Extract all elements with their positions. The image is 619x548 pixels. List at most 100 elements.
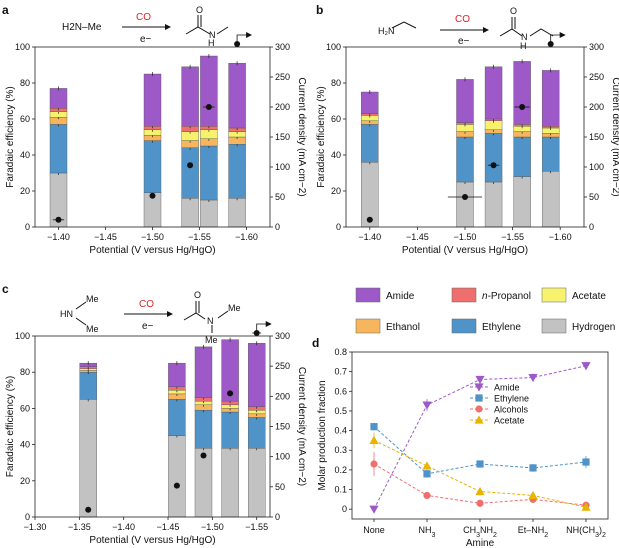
current-point-a-3 <box>205 104 212 110</box>
legend-d-label-alcohols: Alcohols <box>494 405 529 415</box>
y2tick-label-b-0: 0 <box>589 222 594 232</box>
xtick-label-c-3: −1.45 <box>157 522 180 532</box>
scheme-c-electron: e− <box>142 321 154 332</box>
xlabel-c: Potential (V versus Hg/HgO) <box>89 535 215 546</box>
legend-swatch-amide <box>355 287 381 303</box>
xtick-label-a-2: −1.50 <box>141 232 164 242</box>
ytick-label-a-20: 20 <box>20 186 30 196</box>
bar-b-ethylene-4 <box>541 136 560 172</box>
bar-c-ethylene-0 <box>79 372 97 400</box>
bar-c-ethylene-4 <box>247 417 266 449</box>
ytick-label-d-2: 0.2 <box>334 465 347 475</box>
point-d-amide-1 <box>422 401 432 410</box>
xtick-label-a-4: −1.60 <box>235 232 258 242</box>
scheme-a: H2N–Me CO e− O N H <box>62 5 229 48</box>
xtick-label-c-5: −1.55 <box>245 522 268 532</box>
xtick-label-a-1: −1.45 <box>94 232 117 242</box>
y2tick-label-c-50: 50 <box>275 482 285 492</box>
chart-a: 0 20 40 60 80 100 0 50 100 150 200 250 300 −1.40 −1.45… <box>5 32 307 256</box>
current-point-c-1 <box>173 482 180 489</box>
ytick-label-a-60: 60 <box>20 114 30 124</box>
bar-a-amide-4 <box>228 63 246 129</box>
point-d-ethylene-2 <box>476 460 484 468</box>
xtick-label-d-4: NH(CH3)2 <box>566 525 606 539</box>
bar-a-ethylene-2 <box>181 147 199 199</box>
y2tick-label-c-150: 150 <box>275 422 290 432</box>
current-point-b-2 <box>490 162 497 169</box>
chart-d: 0 0.1 0.2 0.3 0.4 0.5 0.6 0.7 0.8 None NH3 CH3NH2 Et… <box>317 347 609 548</box>
scheme-b-electron: e− <box>458 36 470 47</box>
y2tick-label-a-150: 150 <box>275 132 290 142</box>
y2tick-label-a-100: 100 <box>275 162 290 172</box>
legend-d-label-ethylene: Ethylene <box>494 394 529 404</box>
legend-swatch-propanol <box>451 287 477 303</box>
current-point-c-3 <box>227 390 234 397</box>
y2tick-label-a-300: 300 <box>275 42 290 52</box>
y2tick-label-a-50: 50 <box>275 192 285 202</box>
ytick-label-c-60: 60 <box>20 403 30 413</box>
ytick-label-a-100: 100 <box>15 42 30 52</box>
legend-main: Amide n-Propanol Acetate Ethanol Ethylene Hyd… <box>355 287 615 334</box>
ytick-label-d-6: 0.6 <box>334 386 347 396</box>
legend-swatch-acetate <box>541 287 567 303</box>
current-point-c-0 <box>85 506 92 513</box>
ytick-label-d-8: 0.8 <box>334 347 347 357</box>
point-d-alcohols-2 <box>476 499 484 507</box>
xtick-label-b-0: −1.40 <box>358 232 381 242</box>
point-d-ethylene-1 <box>423 470 431 478</box>
y2tick-label-c-300: 300 <box>275 331 290 341</box>
current-point-a-2 <box>187 162 194 169</box>
scheme-c-reactant-structure <box>75 301 87 326</box>
y2tick-label-b-300: 300 <box>589 42 604 52</box>
current-point-b-4 <box>547 41 554 47</box>
xtick-label-c-2: −1.40 <box>112 522 135 532</box>
current-point-b-3 <box>519 104 526 110</box>
y2tick-label-c-250: 250 <box>275 361 290 371</box>
panel-label-a: a <box>2 3 9 17</box>
legend-label-propanol: n-Propanol <box>482 291 531 302</box>
y2tick-label-b-200: 200 <box>589 102 604 112</box>
bar-c-hydrogen-1 <box>168 435 186 518</box>
bar-c-amide-4 <box>247 343 266 407</box>
xtick-label-c-0: −1.30 <box>24 522 47 532</box>
legend-d-marker-amide <box>474 383 484 392</box>
point-d-amide-0 <box>369 505 379 514</box>
point-d-amide-2 <box>475 375 485 385</box>
ytick-label-d-5: 0.5 <box>334 406 347 416</box>
ytick-label-d-4: 0.4 <box>334 426 347 436</box>
scheme-b-reagent: CO <box>455 14 470 25</box>
bar-c-ethylene-1 <box>168 399 186 436</box>
bar-a-hydrogen-3 <box>200 199 218 228</box>
legend-swatch-hydrogen <box>541 318 567 334</box>
y2tick-label-b-100: 100 <box>589 162 604 172</box>
scheme-b-nitrogen: N <box>521 32 528 42</box>
scheme-a-electron: e− <box>140 34 152 45</box>
right-axis-arrow-b <box>550 32 566 41</box>
current-point-b-1 <box>462 194 468 200</box>
point-d-ethylene-4 <box>582 458 590 466</box>
scheme-c-product-structure <box>183 301 229 333</box>
scheme-c-me2: Me <box>205 335 218 345</box>
legend-label-ethylene: Ethylene <box>482 322 521 333</box>
point-d-acetate-3 <box>528 490 538 500</box>
scheme-a-oxygen: O <box>196 5 203 15</box>
bar-b-hydrogen-2 <box>484 181 503 228</box>
y2tick-label-c-100: 100 <box>275 452 290 462</box>
scheme-b-product-structure <box>499 17 554 37</box>
panel-label-c: c <box>2 282 9 296</box>
bar-a-amide-2 <box>181 66 199 127</box>
bar-b-ethylene-3 <box>513 136 531 177</box>
scheme-a-hydrogen: H <box>208 38 215 48</box>
point-d-amide-3 <box>528 373 538 383</box>
xtick-label-d-1: NH3 <box>419 525 436 539</box>
ytick-label-b-20: 20 <box>331 186 341 196</box>
ytick-label-b-40: 40 <box>331 150 341 160</box>
current-point-c-4 <box>253 329 260 336</box>
legend-label-ethanol: Ethanol <box>386 322 420 333</box>
ylabel-d: Molar production fraction <box>317 380 328 490</box>
point-d-ethylene-0 <box>370 423 378 431</box>
bar-b-hydrogen-4 <box>541 170 560 228</box>
y2tick-label-c-0: 0 <box>275 512 280 522</box>
point-d-ethylene-3 <box>529 464 537 472</box>
right-axis-arrow-a <box>236 32 253 41</box>
